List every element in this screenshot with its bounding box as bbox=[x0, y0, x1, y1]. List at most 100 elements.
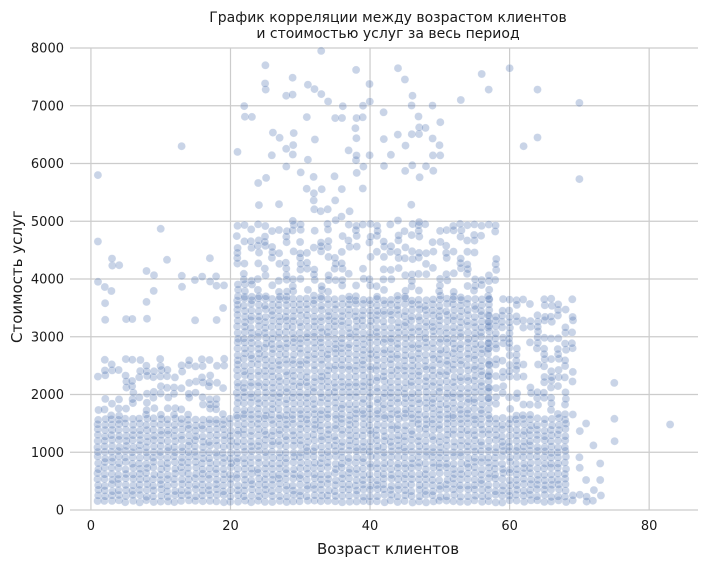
data-point bbox=[393, 497, 402, 507]
data-point bbox=[150, 403, 159, 413]
data-point bbox=[331, 476, 341, 485]
data-point bbox=[428, 263, 438, 273]
data-point bbox=[337, 447, 347, 457]
data-point bbox=[129, 388, 138, 397]
data-point bbox=[190, 275, 200, 285]
data-point bbox=[351, 469, 361, 479]
data-point bbox=[156, 464, 166, 474]
data-point bbox=[400, 486, 410, 495]
data-point bbox=[428, 101, 437, 110]
data-point bbox=[246, 437, 256, 447]
data-point bbox=[310, 424, 319, 434]
data-point bbox=[142, 414, 152, 423]
data-point bbox=[93, 481, 103, 490]
data-point bbox=[157, 365, 166, 375]
data-point bbox=[323, 458, 332, 467]
data-point bbox=[344, 474, 354, 483]
data-point bbox=[414, 452, 423, 462]
data-point bbox=[281, 448, 291, 457]
data-point bbox=[387, 432, 396, 441]
data-point bbox=[289, 486, 298, 495]
data-point bbox=[511, 490, 521, 500]
data-point bbox=[253, 404, 263, 414]
data-point bbox=[323, 491, 332, 500]
data-point bbox=[316, 475, 326, 484]
data-point bbox=[100, 486, 109, 495]
data-point bbox=[331, 414, 341, 424]
data-point bbox=[93, 415, 103, 425]
data-point bbox=[414, 447, 424, 456]
data-point bbox=[365, 426, 375, 435]
data-point bbox=[170, 425, 180, 435]
data-point bbox=[554, 496, 563, 505]
data-point bbox=[129, 463, 138, 473]
data-point bbox=[254, 425, 263, 434]
data-point bbox=[380, 490, 389, 499]
data-point bbox=[232, 388, 242, 398]
data-point bbox=[239, 301, 249, 310]
data-point bbox=[275, 479, 285, 488]
data-point bbox=[379, 237, 388, 246]
data-point bbox=[240, 349, 250, 358]
data-point bbox=[575, 453, 584, 462]
data-point bbox=[254, 321, 264, 331]
data-point bbox=[498, 464, 508, 474]
data-point bbox=[372, 247, 382, 257]
data-point bbox=[400, 436, 409, 446]
data-point bbox=[309, 452, 318, 461]
data-point bbox=[365, 275, 374, 284]
data-point bbox=[274, 287, 284, 297]
data-point bbox=[296, 274, 305, 284]
data-point bbox=[275, 382, 284, 392]
data-point bbox=[107, 491, 117, 500]
data-point bbox=[289, 490, 298, 499]
data-point bbox=[233, 338, 242, 347]
data-point bbox=[162, 383, 172, 393]
data-point bbox=[414, 112, 423, 121]
data-point bbox=[233, 351, 242, 360]
data-point bbox=[239, 269, 249, 279]
data-point bbox=[441, 454, 451, 463]
data-point bbox=[310, 491, 319, 500]
data-point bbox=[323, 205, 332, 214]
data-point bbox=[267, 151, 277, 160]
data-point bbox=[107, 447, 116, 457]
data-point bbox=[191, 452, 201, 461]
data-point bbox=[428, 151, 438, 160]
data-point bbox=[428, 447, 438, 457]
data-point bbox=[191, 463, 201, 472]
data-point bbox=[261, 452, 271, 461]
data-point bbox=[497, 437, 507, 447]
data-point bbox=[156, 436, 166, 445]
data-point bbox=[400, 491, 410, 500]
data-point bbox=[421, 470, 430, 479]
data-point bbox=[415, 173, 424, 182]
data-point bbox=[233, 413, 242, 423]
data-point bbox=[379, 108, 388, 117]
data-point bbox=[141, 410, 151, 419]
data-point bbox=[547, 492, 556, 502]
data-point bbox=[233, 221, 242, 231]
data-point bbox=[484, 458, 493, 467]
data-point bbox=[316, 312, 326, 322]
data-point bbox=[546, 437, 556, 446]
data-point bbox=[282, 405, 292, 415]
data-point bbox=[289, 469, 299, 479]
data-point bbox=[441, 248, 451, 258]
data-point bbox=[149, 497, 158, 507]
data-point bbox=[149, 393, 158, 402]
data-point bbox=[323, 97, 333, 106]
data-point bbox=[184, 393, 194, 402]
data-point bbox=[302, 443, 311, 452]
data-point bbox=[484, 480, 493, 490]
data-point bbox=[498, 498, 507, 507]
data-point bbox=[233, 420, 243, 429]
data-point bbox=[491, 383, 501, 393]
data-point bbox=[268, 453, 278, 463]
data-point bbox=[233, 300, 242, 310]
data-point bbox=[142, 361, 151, 370]
data-point bbox=[274, 295, 284, 304]
data-point bbox=[302, 425, 312, 434]
data-point bbox=[414, 415, 423, 424]
data-point bbox=[191, 469, 201, 479]
